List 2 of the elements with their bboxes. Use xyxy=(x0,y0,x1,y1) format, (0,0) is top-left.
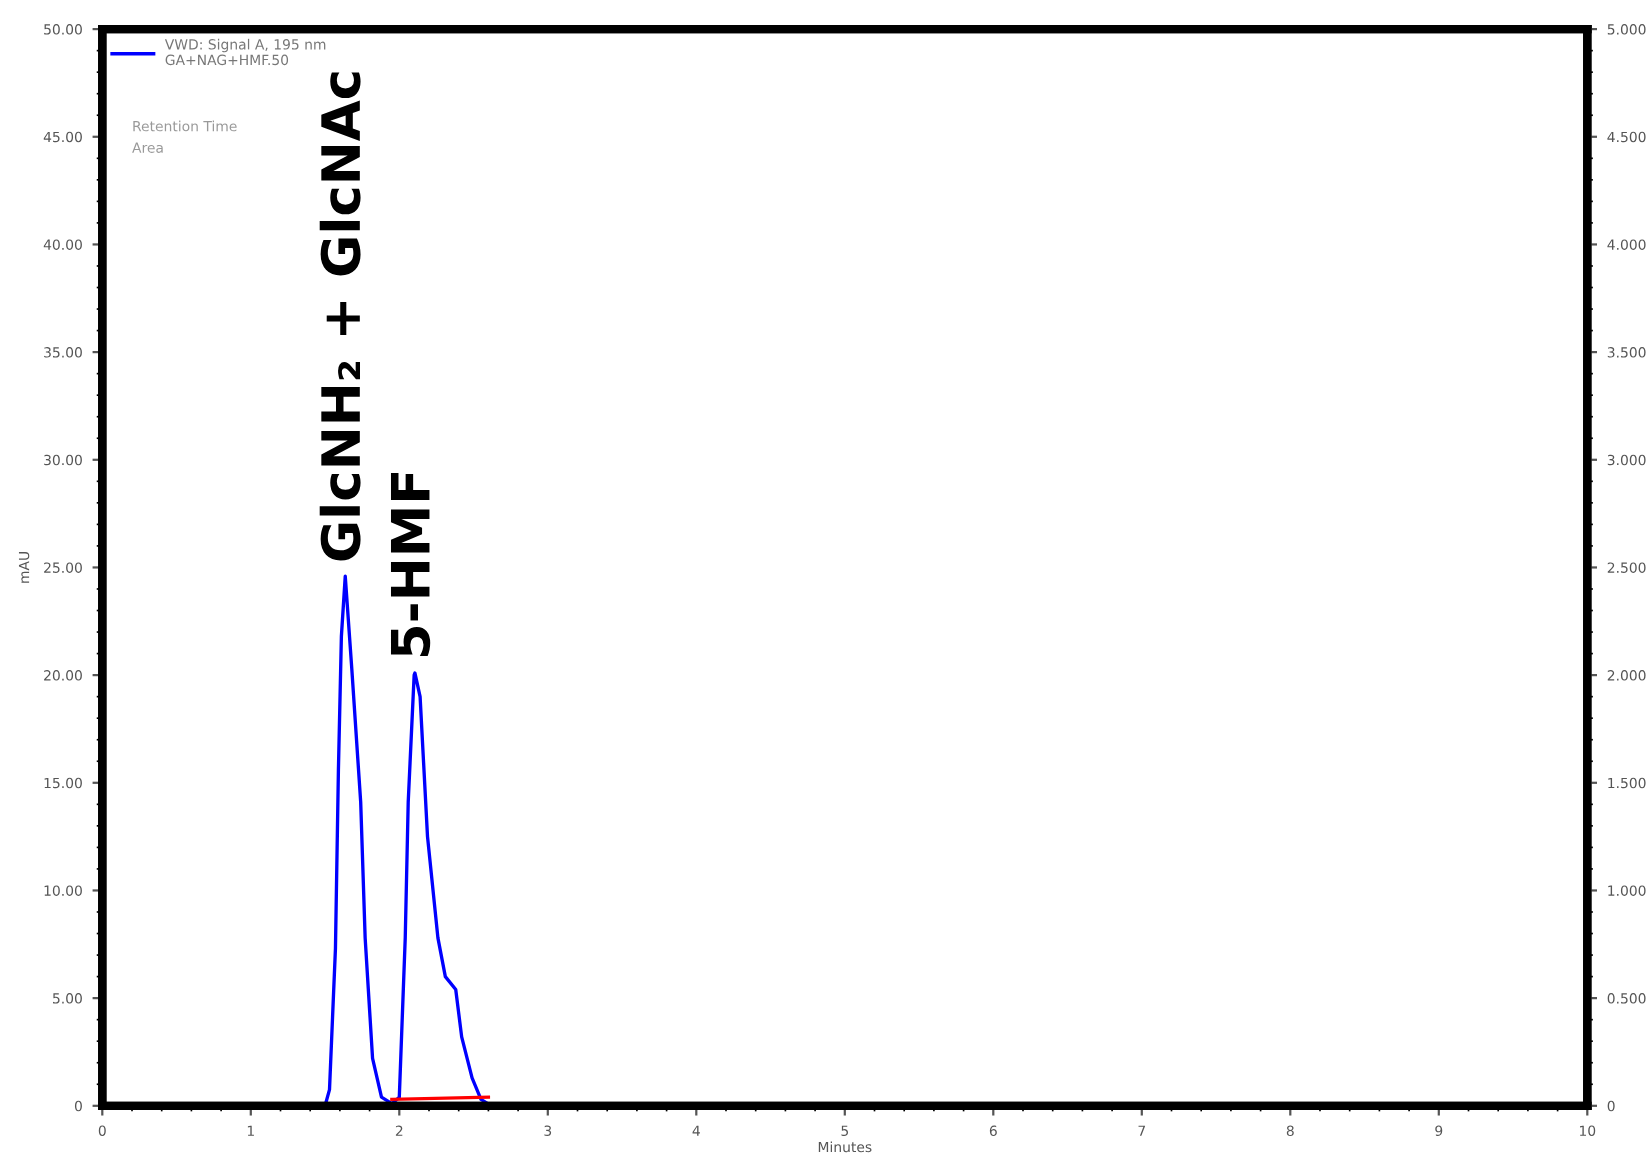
annotation: GlcNH₂ + GlcNAc xyxy=(319,72,361,561)
annotation: 5-HMF xyxy=(390,473,431,656)
